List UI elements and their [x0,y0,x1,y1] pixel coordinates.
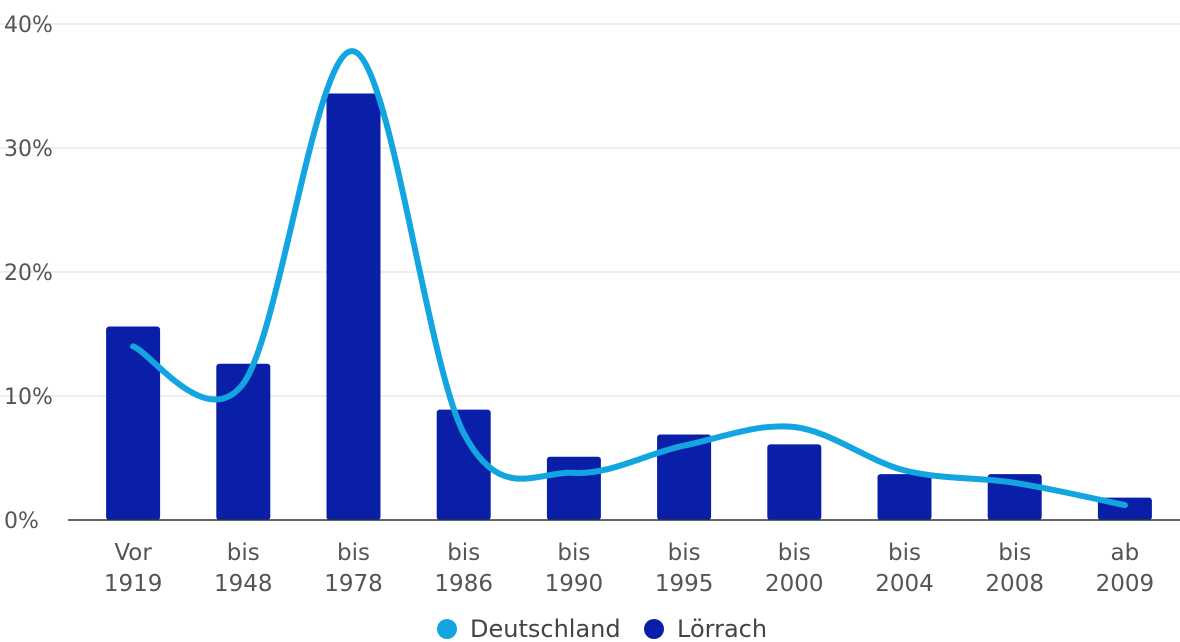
x-tick-label: bis [778,540,811,566]
x-tick-label: 1995 [655,571,714,597]
x-tick-label: bis [668,540,701,566]
bar-loerrach [436,409,491,520]
x-tick-label: ab [1111,540,1140,566]
x-tick-label: bis [227,540,260,566]
x-tick-label: 1919 [104,571,163,597]
x-tick-label: 1978 [324,571,383,597]
bar-loerrach [546,456,601,520]
x-tick-label: 2009 [1096,571,1155,597]
y-axis: 0% 10% 20% 30% 40% [4,13,53,534]
bar-loerrach [216,363,271,520]
y-tick-label: 10% [4,385,53,410]
x-tick-label: bis [337,540,370,566]
grid-lines [0,23,1180,397]
x-tick-label: Vor [114,540,152,566]
x-tick-label: bis [557,540,590,566]
bar-loerrach [877,474,932,520]
bar-loerrach [106,326,161,520]
legend-label-deutschland: Deutschland [470,615,621,642]
y-tick-label: 0% [4,509,39,534]
bar-loerrach [326,93,381,520]
legend: Deutschland Lörrach [437,615,767,642]
x-axis: Vor 1919 bis 1948 bis 1978 bis 1986 bis 1990 bis 19… [104,540,1154,597]
x-tick-label: 2004 [875,571,934,597]
y-tick-label: 30% [4,137,53,162]
bar-loerrach [767,444,822,520]
bars [106,93,1152,520]
legend-label-loerrach: Lörrach [677,615,767,642]
y-tick-label: 20% [4,261,53,286]
legend-marker-loerrach [644,619,664,639]
x-tick-label: bis [888,540,921,566]
bar-loerrach [657,434,712,520]
x-tick-label: 1986 [434,571,493,597]
series-line-deutschland [130,48,1128,509]
x-tick-label: 1990 [545,571,604,597]
x-tick-label: 2008 [985,571,1044,597]
x-tick-label: bis [447,540,480,566]
legend-marker-deutschland [437,619,457,639]
y-tick-label: 40% [4,13,53,38]
x-tick-label: 2000 [765,571,824,597]
x-tick-label: bis [998,540,1031,566]
x-tick-label: 1948 [214,571,273,597]
